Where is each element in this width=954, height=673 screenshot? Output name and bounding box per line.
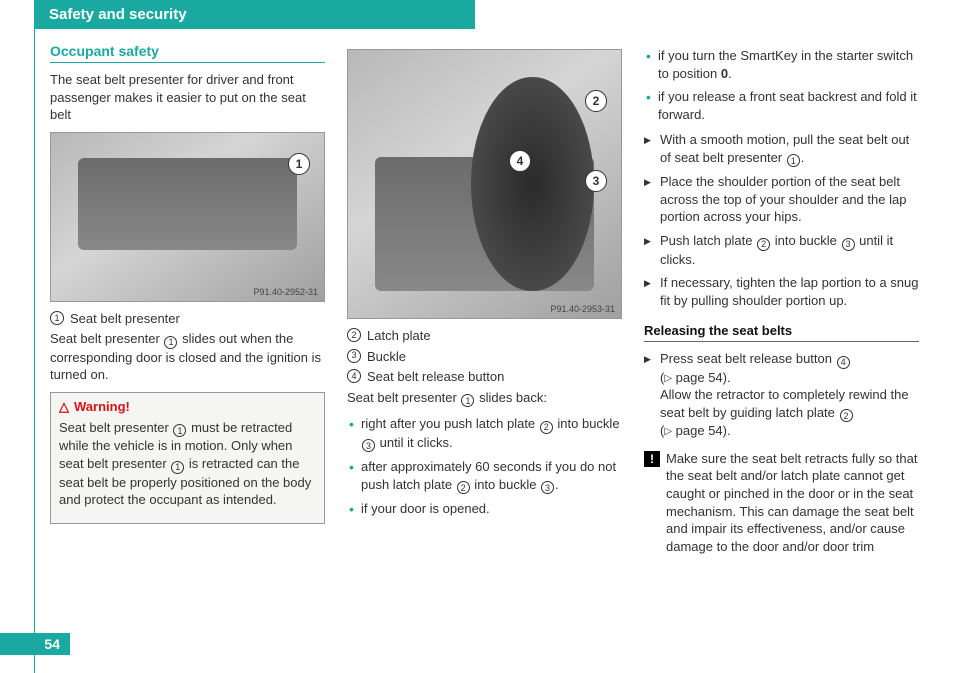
circled-4-icon: 4 — [347, 369, 361, 383]
circled-3-icon: 3 — [362, 439, 375, 452]
list-item: right after you push latch plate 2 into … — [347, 415, 622, 452]
circled-2-icon: 2 — [757, 238, 770, 251]
list-item: Press seat belt release button 4 (▷ page… — [644, 350, 919, 440]
releasing-steps: Press seat belt release button 4 (▷ page… — [644, 350, 919, 440]
section-header: Safety and security — [35, 0, 475, 29]
list-item: With a smooth motion, pull the seat belt… — [644, 131, 919, 167]
legend-3: 3Buckle — [347, 348, 622, 366]
circled-3-icon: 3 — [541, 481, 554, 494]
column-1: Occupant safety The seat belt presenter … — [50, 43, 325, 555]
column-2: 2 3 4 2Latch plate 3Buckle 4Seat belt re… — [347, 43, 622, 555]
figure-2: 2 3 4 — [347, 49, 622, 319]
legend-2: 2Latch plate — [347, 327, 622, 345]
figure-1: 1 — [50, 132, 325, 302]
releasing-heading: Releasing the seat belts — [644, 323, 919, 342]
list-item: Place the shoulder portion of the seat b… — [644, 173, 919, 226]
circled-1-icon: 1 — [787, 154, 800, 167]
fig2-callout-4: 4 — [509, 150, 531, 172]
circled-1-icon: 1 — [173, 424, 186, 437]
circled-2-icon: 2 — [457, 481, 470, 494]
page-number: 54 — [0, 633, 70, 655]
fig1-callout-1: 1 — [288, 153, 310, 175]
legend-1: 1 Seat belt presenter — [50, 310, 325, 328]
circled-1-icon: 1 — [164, 336, 177, 349]
fig2-callout-2: 2 — [585, 90, 607, 112]
occupant-safety-heading: Occupant safety — [50, 43, 325, 63]
page-content: Occupant safety The seat belt presenter … — [0, 29, 954, 555]
list-item: if you release a front seat backrest and… — [644, 88, 919, 123]
circled-2-icon: 2 — [540, 421, 553, 434]
warning-box: Warning! Seat belt presenter 1 must be r… — [50, 392, 325, 524]
warning-text: Seat belt presenter 1 must be retracted … — [59, 419, 316, 509]
legend-1-text: Seat belt presenter — [70, 310, 180, 328]
intro-text: The seat belt presenter for driver and f… — [50, 71, 325, 124]
circled-2-icon: 2 — [347, 328, 361, 342]
caution-note: Make sure the seat belt retracts fully s… — [644, 450, 919, 555]
triangle-icon: ▷ — [664, 373, 672, 384]
circled-2-icon: 2 — [840, 409, 853, 422]
slides-back-intro: Seat belt presenter 1 slides back: — [347, 389, 622, 408]
triangle-icon: ▷ — [664, 426, 672, 437]
column-3: if you turn the SmartKey in the starter … — [644, 43, 919, 555]
list-item: if you turn the SmartKey in the starter … — [644, 47, 919, 82]
fig2-callout-3: 3 — [585, 170, 607, 192]
fasten-steps: With a smooth motion, pull the seat belt… — [644, 131, 919, 309]
list-item: If necessary, tighten the lap portion to… — [644, 274, 919, 309]
circled-3-icon: 3 — [347, 349, 361, 363]
circled-1-icon: 1 — [171, 461, 184, 474]
warning-title: Warning! — [59, 399, 316, 415]
circled-1-icon: 1 — [461, 394, 474, 407]
circled-3-icon: 3 — [842, 238, 855, 251]
slides-back-list: right after you push latch plate 2 into … — [347, 415, 622, 518]
slides-back-list-cont: if you turn the SmartKey in the starter … — [644, 47, 919, 123]
circled-4-icon: 4 — [837, 356, 850, 369]
circled-1-icon: 1 — [50, 311, 64, 325]
presenter-slides-out: Seat belt presenter 1 slides out when th… — [50, 330, 325, 384]
list-item: Push latch plate 2 into buckle 3 until i… — [644, 232, 919, 268]
list-item: if your door is opened. — [347, 500, 622, 518]
list-item: after approximately 60 seconds if you do… — [347, 458, 622, 494]
legend-4: 4Seat belt release button — [347, 368, 622, 386]
